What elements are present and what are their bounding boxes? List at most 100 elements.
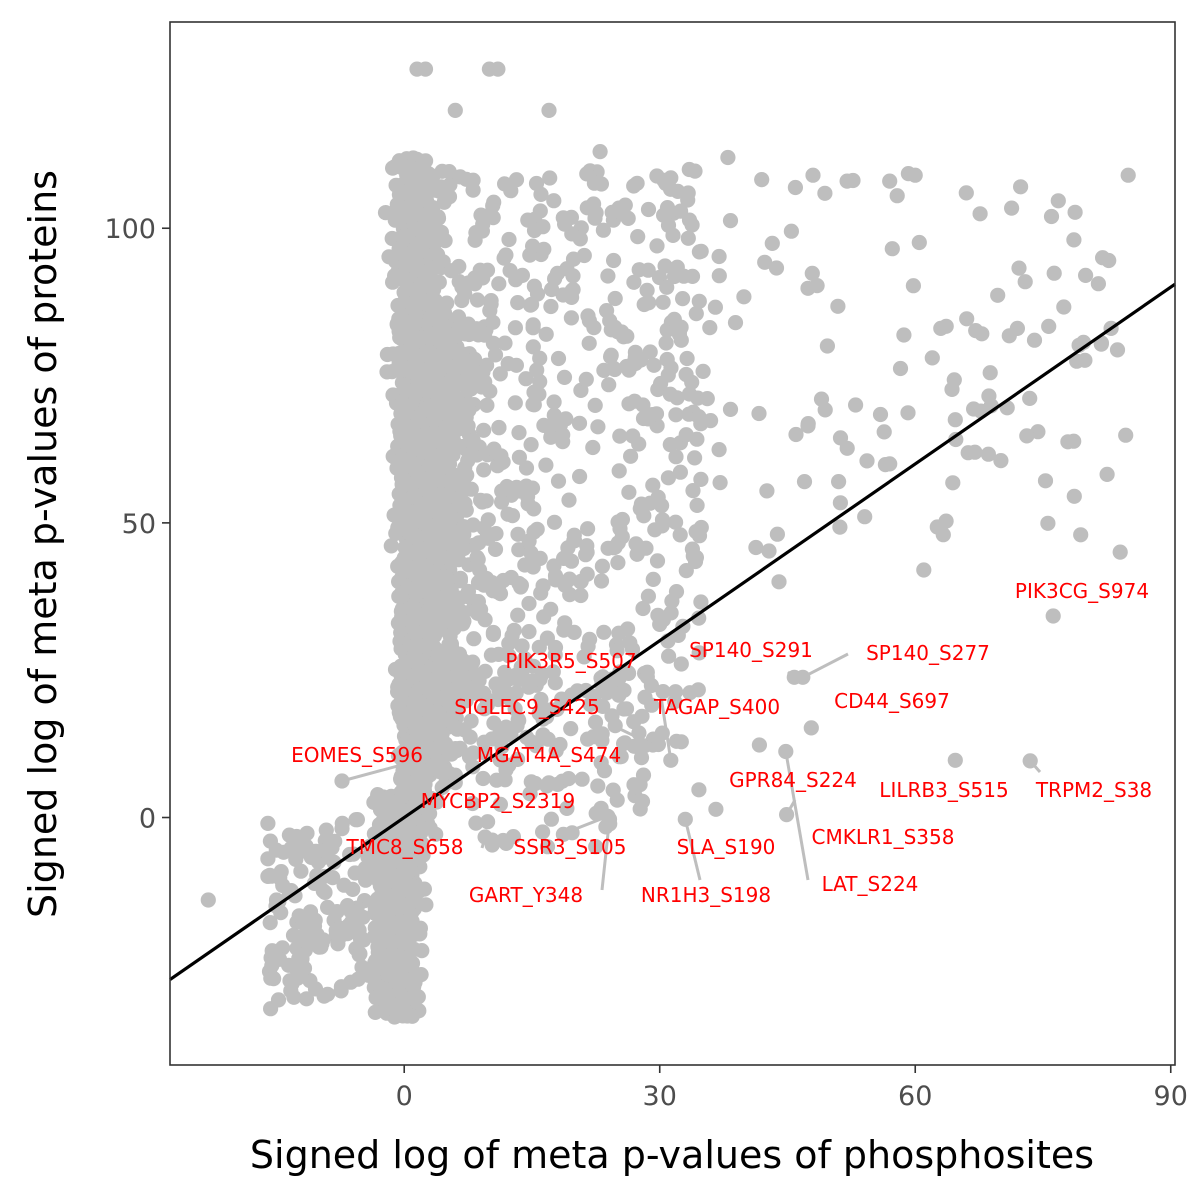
data-point (510, 526, 526, 542)
data-point (311, 939, 327, 955)
data-point (702, 320, 718, 336)
data-point (911, 234, 927, 251)
data-point (889, 188, 905, 204)
data-point (426, 281, 442, 298)
data-point (260, 868, 276, 885)
data-point (470, 605, 486, 621)
data-point (687, 163, 703, 179)
data-point (522, 786, 538, 802)
data-point (610, 555, 626, 571)
data-point (528, 175, 545, 192)
leader-line (953, 759, 960, 766)
data-point (649, 553, 666, 569)
data-point (453, 397, 470, 413)
data-point (659, 351, 675, 368)
data-point (485, 624, 501, 641)
data-point (556, 550, 572, 567)
data-point (348, 908, 364, 925)
data-point (546, 514, 563, 530)
data-point (661, 648, 677, 664)
data-point (689, 431, 705, 447)
data-point (432, 516, 448, 532)
data-point (561, 492, 577, 508)
data-point (449, 721, 465, 737)
data-point (433, 537, 449, 553)
data-point (675, 291, 691, 307)
data-point (1011, 260, 1027, 276)
data-point (487, 347, 504, 363)
data-point (485, 583, 501, 599)
leader-line (559, 814, 609, 837)
data-point (535, 578, 551, 594)
point-label: MGAT4A_S474 (477, 743, 621, 767)
data-point (497, 335, 513, 351)
data-point (386, 800, 402, 817)
data-point (679, 350, 695, 367)
data-point (947, 412, 963, 428)
data-point (645, 571, 661, 588)
data-point (425, 447, 442, 463)
data-point (422, 627, 438, 643)
data-point (452, 740, 468, 757)
data-point (1077, 352, 1093, 368)
data-point (579, 566, 595, 582)
data-point (817, 185, 833, 201)
data-point (414, 836, 430, 852)
data-point (580, 731, 596, 747)
data-point (479, 208, 495, 224)
data-points (200, 61, 1136, 1025)
data-point (435, 595, 451, 611)
data-point (684, 541, 701, 557)
data-point (771, 574, 787, 590)
data-point (479, 697, 495, 713)
data-point (1073, 527, 1089, 543)
point-label: EOMES_S596 (291, 743, 423, 767)
data-point (673, 656, 689, 672)
data-point (492, 752, 508, 768)
data-point (294, 951, 310, 967)
data-point (383, 538, 399, 554)
data-point (593, 573, 610, 589)
data-point (1066, 232, 1082, 248)
data-point (384, 896, 400, 912)
data-point (517, 557, 533, 573)
data-point (510, 295, 526, 311)
data-point (621, 362, 637, 378)
data-point (604, 204, 620, 220)
data-point (687, 450, 703, 466)
data-point (607, 290, 623, 307)
data-point (640, 201, 657, 218)
data-point (1041, 318, 1057, 334)
data-point (550, 350, 567, 367)
data-point (580, 521, 596, 537)
data-point (403, 209, 419, 225)
data-point (693, 594, 709, 610)
data-point (1050, 193, 1066, 209)
x-tick-label: 60 (898, 1081, 932, 1112)
data-point (309, 927, 325, 943)
data-point (283, 983, 299, 999)
data-point (595, 698, 611, 715)
data-point (548, 572, 564, 588)
data-point (501, 231, 517, 248)
data-point (972, 206, 988, 222)
data-point (405, 488, 422, 505)
data-point (672, 464, 689, 480)
data-point (391, 187, 407, 203)
data-point (491, 727, 507, 744)
data-point (673, 734, 689, 750)
data-point (492, 366, 508, 382)
data-point (900, 405, 916, 421)
data-point (787, 179, 804, 196)
data-point (414, 943, 430, 959)
data-point (422, 586, 438, 602)
data-point (1046, 265, 1062, 281)
data-point (389, 200, 405, 217)
data-point (539, 839, 556, 855)
data-point (430, 247, 446, 263)
data-point (602, 313, 618, 329)
point-label: TRPM2_S38 (1035, 778, 1152, 802)
data-point (693, 243, 709, 259)
data-point (406, 514, 422, 531)
data-point (525, 339, 541, 355)
